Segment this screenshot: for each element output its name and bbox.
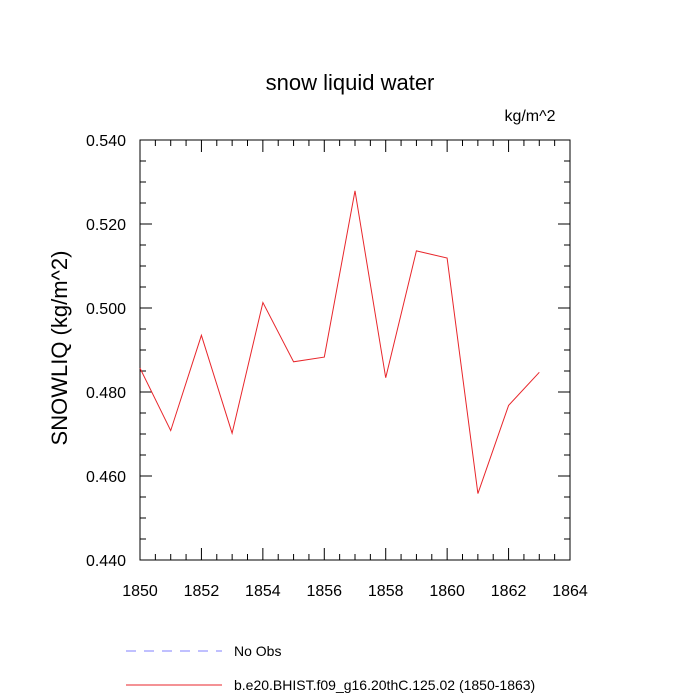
y-tick-label: 0.520 [86,217,126,234]
chart-title: snow liquid water [265,70,435,95]
y-tick-label: 0.540 [86,133,126,150]
x-tick-label: 1854 [245,583,281,600]
x-tick-label: 1860 [429,583,465,600]
series-line [139,190,540,494]
plot-frame [139,139,571,561]
y-tick-label: 0.440 [86,553,126,570]
x-tick-label: 1862 [491,583,527,600]
y-axis-label: SNOWLIQ (kg/m^2) [47,250,72,446]
x-tick-label: 1856 [306,583,342,600]
y-tick-label: 0.500 [86,301,126,318]
x-tick-label: 1864 [552,583,588,600]
x-tick-label: 1852 [184,583,220,600]
y-tick-label: 0.460 [86,469,126,486]
y-tick-label: 0.480 [86,385,126,402]
x-tick-label: 1858 [368,583,404,600]
legend-label: b.e20.BHIST.f09_g16.20thC.125.02 (1850-1… [234,677,535,693]
units-label: kg/m^2 [504,108,556,125]
x-tick-label: 1850 [122,583,158,600]
legend-label: No Obs [234,643,281,659]
